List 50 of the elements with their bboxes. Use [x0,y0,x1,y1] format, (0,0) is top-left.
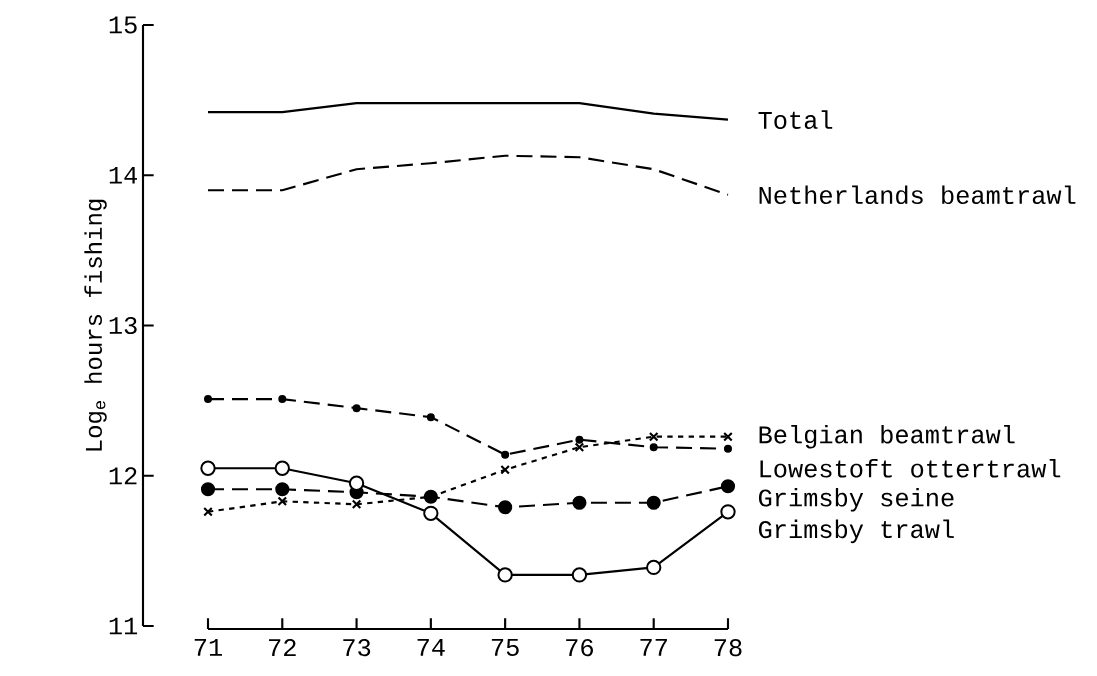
point [277,496,288,507]
point [200,460,216,476]
series-label: Belgian beamtrawl [759,424,1015,449]
x-tick-label: 71 [194,639,222,656]
y-axis-title: Log$_{e}$ hours fishing [84,199,107,451]
x-tick-label: 74 [417,639,445,656]
x-tick-label: 75 [491,639,519,656]
point [720,504,736,520]
series-label: Netherlands beamtrawl [759,185,1076,205]
point [646,559,662,576]
y-tick-label: 12 [109,467,137,485]
point [274,460,290,476]
point [423,505,439,521]
series-label: Grimsby seine [758,487,954,512]
y-tick-label: 11 [109,617,138,635]
point [204,395,212,404]
point [571,567,588,583]
point [278,395,287,404]
point [649,443,658,452]
point [203,506,213,517]
point [348,475,365,491]
x-tick-label: 78 [714,639,742,657]
point [723,431,733,442]
line-series [206,154,730,196]
point [351,499,362,510]
x-tick-label: 77 [640,639,667,656]
point [497,567,513,583]
series-label: Total [758,110,833,129]
point [648,431,659,442]
x-tick-label: 72 [269,639,296,656]
point [720,479,736,494]
y-tick-label: 14 [109,166,137,184]
x-tick-label: 73 [343,639,371,657]
series-label: Grimsby trawl [758,519,954,544]
point [500,464,510,475]
series-label: Lowestoft ottertrawl [760,458,1061,478]
point [575,435,584,444]
point [574,442,585,453]
x-tick-label: 76 [566,639,593,657]
point [275,482,290,497]
y-tick-label: 15 [109,16,137,34]
point [352,404,361,413]
point [572,495,587,510]
point [200,482,216,497]
point [501,450,510,459]
point [723,444,732,453]
point [498,500,513,515]
point [646,495,661,510]
y-tick-label: 13 [109,316,137,335]
point [426,413,435,422]
